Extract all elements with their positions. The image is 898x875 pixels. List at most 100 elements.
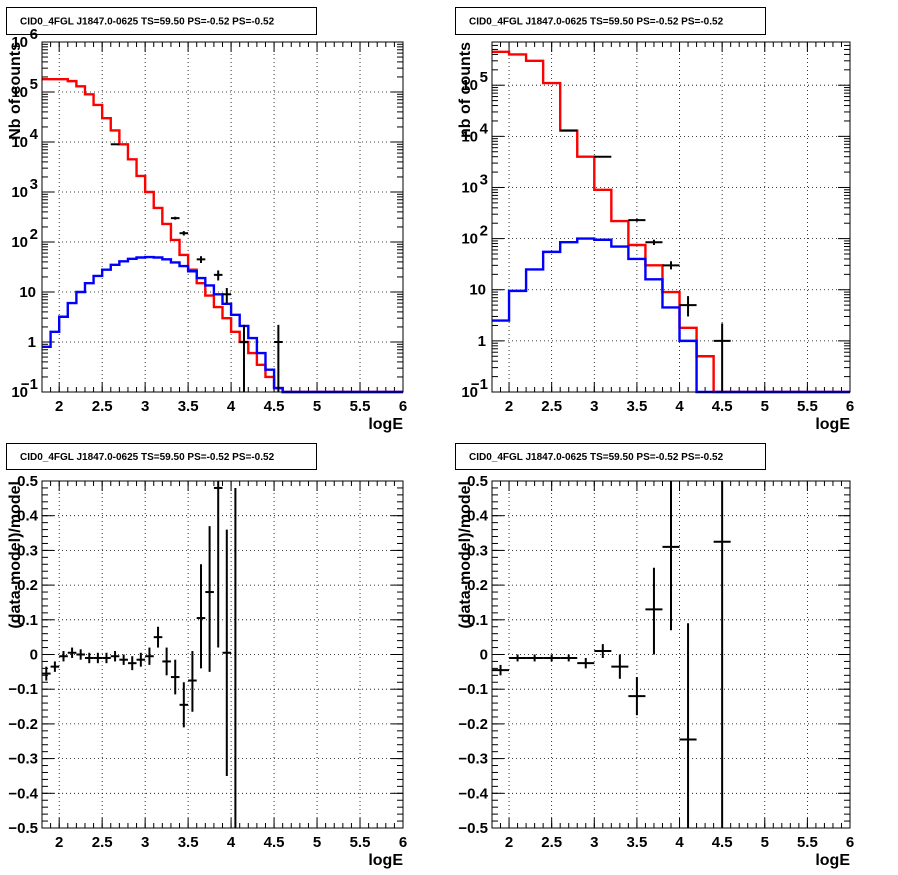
data-point	[67, 647, 77, 658]
data-point	[213, 481, 223, 648]
title-box	[6, 7, 317, 35]
panel-top-left: CID0_4FGL J1847.0-0625 TS=59.50 PS=-0.52…	[6, 7, 407, 433]
x-tick-label: 5	[761, 834, 769, 851]
y-tick-exponent: 5	[30, 76, 38, 93]
data-point	[93, 652, 103, 664]
y-axis-label: (data-model)/model	[457, 481, 474, 629]
y-tick-label: 0.2	[467, 577, 488, 594]
data-point	[577, 657, 595, 669]
x-tick-label: 6	[399, 398, 407, 415]
data-point	[222, 529, 232, 776]
y-tick-label: 0.5	[17, 473, 38, 490]
y-tick-label: 0.2	[17, 577, 38, 594]
data-point	[145, 647, 154, 665]
data-point	[42, 666, 51, 681]
plot-frame	[491, 480, 851, 829]
data-point	[560, 129, 578, 132]
data-point	[213, 270, 223, 281]
data-point	[76, 649, 85, 660]
data-point	[59, 651, 68, 662]
data-point	[611, 654, 629, 679]
data-point	[119, 654, 128, 665]
y-tick-label: 10	[11, 184, 28, 201]
chart-title: CID0_4FGL J1847.0-0625 TS=59.50 PS=-0.52…	[20, 452, 275, 463]
x-tick-label: 3.5	[178, 398, 199, 415]
data-point	[84, 652, 94, 664]
y-tick-label: 10	[11, 34, 28, 51]
data-point	[127, 656, 137, 671]
y-tick-exponent: 4	[30, 126, 39, 143]
x-tick-label: 3	[590, 398, 598, 415]
data-point	[594, 155, 612, 158]
data-point	[645, 239, 663, 245]
y-tick-label: 0	[480, 647, 488, 664]
data-point	[628, 218, 646, 222]
data-point	[679, 296, 697, 317]
x-tick-label: 5.5	[350, 398, 371, 415]
x-axis-label: logE	[815, 416, 850, 433]
data-point	[110, 651, 120, 662]
x-tick-label: 4.5	[712, 398, 733, 415]
x-tick-label: 3	[141, 834, 149, 851]
data-point	[645, 567, 663, 655]
y-tick-exponent: 5	[480, 69, 488, 86]
y-tick-label: 0.1	[467, 612, 488, 629]
x-tick-label: 2	[505, 398, 513, 415]
title-box	[455, 443, 766, 470]
y-tick-label: 10	[461, 231, 478, 248]
y-axis-label: (data-model)/model	[7, 481, 24, 629]
y-tick-label: 0.4	[467, 508, 489, 525]
data-point	[679, 623, 697, 828]
x-tick-label: 2	[55, 398, 63, 415]
y-tick-label: 1	[478, 333, 486, 350]
y-tick-label: 0.1	[17, 612, 38, 629]
data-point	[170, 659, 180, 695]
panel-bottom-left: CID0_4FGL J1847.0-0625 TS=59.50 PS=-0.52…	[6, 443, 407, 869]
x-tick-label: 3	[590, 834, 598, 851]
y-tick-label: −0.4	[8, 785, 38, 802]
y-tick-exponent: 2	[480, 223, 488, 240]
data-point	[179, 231, 189, 236]
y-tick-exponent: −1	[471, 376, 488, 393]
x-tick-label: 3.5	[626, 834, 647, 851]
y-tick-exponent: −1	[21, 376, 38, 393]
data-point	[205, 526, 214, 672]
data-point	[543, 654, 561, 662]
y-tick-exponent: 3	[30, 176, 38, 193]
y-tick-label: −0.5	[8, 820, 38, 837]
x-tick-label: 6	[846, 398, 854, 415]
y-tick-label: −0.1	[8, 681, 38, 698]
x-tick-label: 5	[313, 398, 321, 415]
series-hist-line	[42, 78, 403, 394]
data-point	[196, 256, 206, 264]
y-tick-label: −0.3	[8, 751, 38, 768]
y-tick-exponent: 2	[30, 226, 38, 243]
data-point	[179, 682, 189, 728]
chart-title: CID0_4FGL J1847.0-0625 TS=59.50 PS=-0.52…	[469, 17, 724, 28]
data-point	[492, 664, 510, 676]
y-tick-label: 10	[469, 282, 486, 299]
y-tick-label: 10	[11, 134, 28, 151]
x-tick-label: 4	[675, 398, 684, 415]
y-tick-label: 0	[30, 647, 38, 664]
x-tick-label: 2	[505, 834, 513, 851]
y-tick-label: 0.5	[467, 473, 488, 490]
y-tick-label: 0.3	[467, 542, 488, 559]
data-point	[662, 261, 680, 270]
x-tick-label: 2.5	[92, 398, 113, 415]
y-axis-label: nb of counts	[457, 42, 474, 138]
data-point	[713, 323, 731, 392]
x-tick-label: 5.5	[797, 834, 818, 851]
panel-bottom-right: CID0_4FGL J1847.0-0625 TS=59.50 PS=-0.52…	[455, 443, 854, 869]
x-axis-label: logE	[368, 852, 403, 869]
y-tick-label: 10	[11, 234, 28, 251]
y-tick-label: −0.3	[458, 751, 488, 768]
x-tick-label: 2	[55, 834, 63, 851]
x-tick-label: 6	[399, 834, 407, 851]
data-point	[153, 626, 163, 648]
y-tick-label: −0.4	[458, 785, 488, 802]
data-point	[50, 661, 60, 672]
y-tick-label: −0.2	[458, 716, 488, 733]
x-tick-label: 4.5	[264, 398, 285, 415]
